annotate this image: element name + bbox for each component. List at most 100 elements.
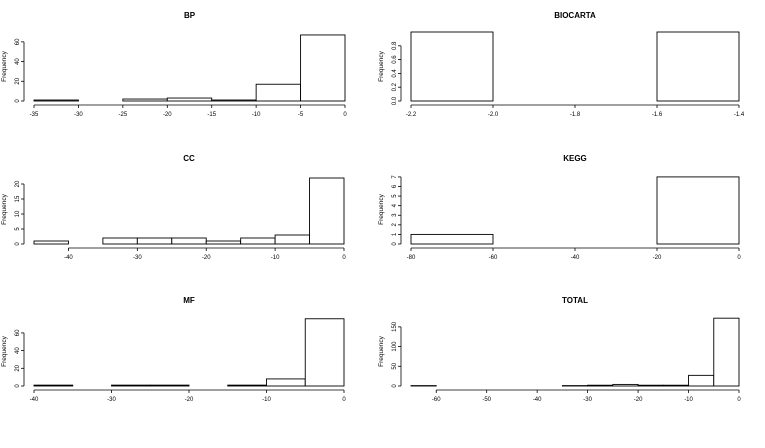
x-tick-label-biocarta-0: -2.2: [406, 112, 417, 118]
panel-biocarta: BIOCARTA -2.2 -2.0 -1.8 -1.6 -1.4 0.0 0.2 0.4 0.6…: [378, 11, 745, 118]
y-tick-label-cc-0: 0: [15, 242, 21, 246]
x-tick-label-kegg-4: 0: [737, 255, 741, 261]
bar-total-7: [587, 384, 614, 387]
x-tick-label-total-2: -40: [533, 397, 542, 403]
panel-bp: BP -35 -30 -25 -20 -15 -10 -5 0 0 20 40 60 Frequency: [1, 11, 347, 118]
x-tick-label-kegg-2: -40: [571, 255, 580, 261]
bar-total-9: [637, 384, 664, 387]
chart-title-biocarta: BIOCARTA: [554, 11, 596, 20]
y-tick-label-mf-2: 40: [15, 347, 21, 354]
x-tick-label-total-6: 0: [737, 397, 741, 403]
y-tick-label-kegg-4: 4: [392, 203, 398, 207]
bar-biocarta-3: [656, 31, 740, 102]
y-tick-label-biocarta-1: 0.2: [392, 82, 398, 91]
panel-cc: CC -40 -30 -20 -10 0 0 5 10 15 20 Frequency: [1, 154, 346, 261]
y-tick-label-kegg-6: 6: [392, 184, 398, 188]
chart-title-mf: MF: [183, 296, 195, 305]
x-tick-label-cc-2: -20: [202, 255, 211, 261]
y-tick-label-cc-2: 10: [15, 210, 21, 217]
bar-bp-0: [33, 99, 79, 102]
x-tick-label-bp-1: -30: [74, 112, 83, 118]
y-tick-label-mf-0: 0: [15, 384, 21, 388]
bar-cc-4: [171, 237, 207, 245]
bar-cc-5: [205, 240, 242, 245]
x-tick-label-bp-5: -10: [252, 112, 261, 118]
x-tick-label-total-3: -30: [583, 397, 592, 403]
y-tick-label-cc-1: 5: [15, 227, 21, 231]
y-tick-label-kegg-1: 1: [392, 232, 398, 236]
x-tick-label-bp-6: -5: [298, 112, 304, 118]
x-tick-label-biocarta-3: -1.6: [652, 112, 663, 118]
y-tick-label-kegg-3: 3: [392, 213, 398, 217]
x-tick-label-total-5: -10: [684, 397, 693, 403]
bar-total-10: [662, 384, 689, 387]
x-tick-label-mf-1: -30: [107, 397, 116, 403]
x-tick-label-total-0: -60: [432, 397, 441, 403]
panel-total: TOTAL -60 -50 -40 -30 -20 -10 0 0 50 100 150 Frequen…: [378, 296, 741, 403]
x-tick-label-kegg-1: -60: [489, 255, 498, 261]
y-tick-label-biocarta-2: 0.4: [392, 69, 398, 78]
y-tick-label-biocarta-0: 0.0: [392, 96, 398, 105]
bar-mf-2: [111, 384, 151, 387]
bar-kegg-0: [410, 233, 494, 245]
y-axis-label-biocarta: Frequency: [378, 50, 385, 81]
x-tick-label-biocarta-4: -1.4: [734, 112, 745, 118]
y-tick-label-cc-3: 15: [15, 195, 21, 202]
panel-mf: MF -40 -30 -20 -10 0 0 20 40 60 Frequency: [1, 296, 346, 403]
bar-cc-7: [274, 234, 311, 245]
x-tick-label-bp-4: -15: [207, 112, 216, 118]
x-tick-label-mf-0: -40: [30, 397, 39, 403]
y-tick-label-mf-3: 60: [15, 329, 21, 336]
y-tick-label-bp-0: 0: [15, 99, 21, 103]
bar-kegg-3: [656, 176, 740, 245]
x-tick-label-bp-0: -35: [30, 112, 39, 118]
x-tick-label-cc-0: -40: [64, 255, 73, 261]
bar-cc-3: [136, 237, 173, 245]
y-tick-label-total-0: 0: [392, 384, 398, 388]
y-tick-label-mf-1: 20: [15, 364, 21, 371]
chart-title-total: TOTAL: [562, 296, 588, 305]
y-axis-label-total: Frequency: [378, 335, 385, 366]
y-axis-label-bp: Frequency: [1, 50, 8, 81]
bar-cc-0: [33, 240, 69, 245]
bar-total-11: [688, 374, 715, 387]
bar-bp-2: [122, 98, 168, 102]
y-tick-label-kegg-7: 7: [392, 175, 398, 179]
bar-bp-4: [211, 99, 257, 102]
bar-bp-3: [166, 97, 213, 102]
x-tick-label-cc-4: 0: [342, 255, 346, 261]
bar-mf-5: [227, 384, 267, 387]
bar-mf-3: [149, 384, 190, 387]
x-tick-label-mf-2: -20: [185, 397, 194, 403]
x-tick-label-bp-3: -20: [163, 112, 172, 118]
bar-mf-0: [33, 384, 74, 387]
x-tick-label-biocarta-1: -2.0: [488, 112, 499, 118]
y-axis-label-cc: Frequency: [1, 193, 8, 224]
bar-mf-6: [266, 378, 306, 387]
y-tick-label-biocarta-3: 0.6: [392, 55, 398, 64]
y-tick-label-biocarta-4: 0.8: [392, 41, 398, 50]
y-tick-label-total-2: 100: [392, 341, 398, 352]
bar-cc-2: [102, 237, 138, 245]
bar-mf-7: [304, 318, 345, 387]
x-tick-label-mf-3: -10: [262, 397, 271, 403]
x-tick-label-cc-1: -30: [133, 255, 142, 261]
x-tick-label-kegg-0: -80: [407, 255, 416, 261]
x-tick-label-cc-3: -10: [271, 255, 280, 261]
y-axis-label-mf: Frequency: [1, 335, 8, 366]
x-tick-label-bp-2: -25: [119, 112, 128, 118]
chart-title-kegg: KEGG: [563, 154, 587, 163]
bar-bp-6: [300, 34, 346, 102]
x-tick-label-bp-7: 0: [343, 112, 347, 118]
y-tick-label-bp-3: 60: [15, 38, 21, 45]
x-tick-label-total-1: -50: [482, 397, 491, 403]
y-tick-label-bp-2: 40: [15, 58, 21, 65]
bar-cc-6: [240, 237, 276, 245]
chart-title-bp: BP: [184, 11, 196, 20]
y-tick-label-total-1: 50: [392, 362, 398, 369]
bar-biocarta-0: [410, 31, 494, 102]
y-tick-label-bp-1: 20: [15, 77, 21, 84]
chart-title-cc: CC: [183, 154, 195, 163]
